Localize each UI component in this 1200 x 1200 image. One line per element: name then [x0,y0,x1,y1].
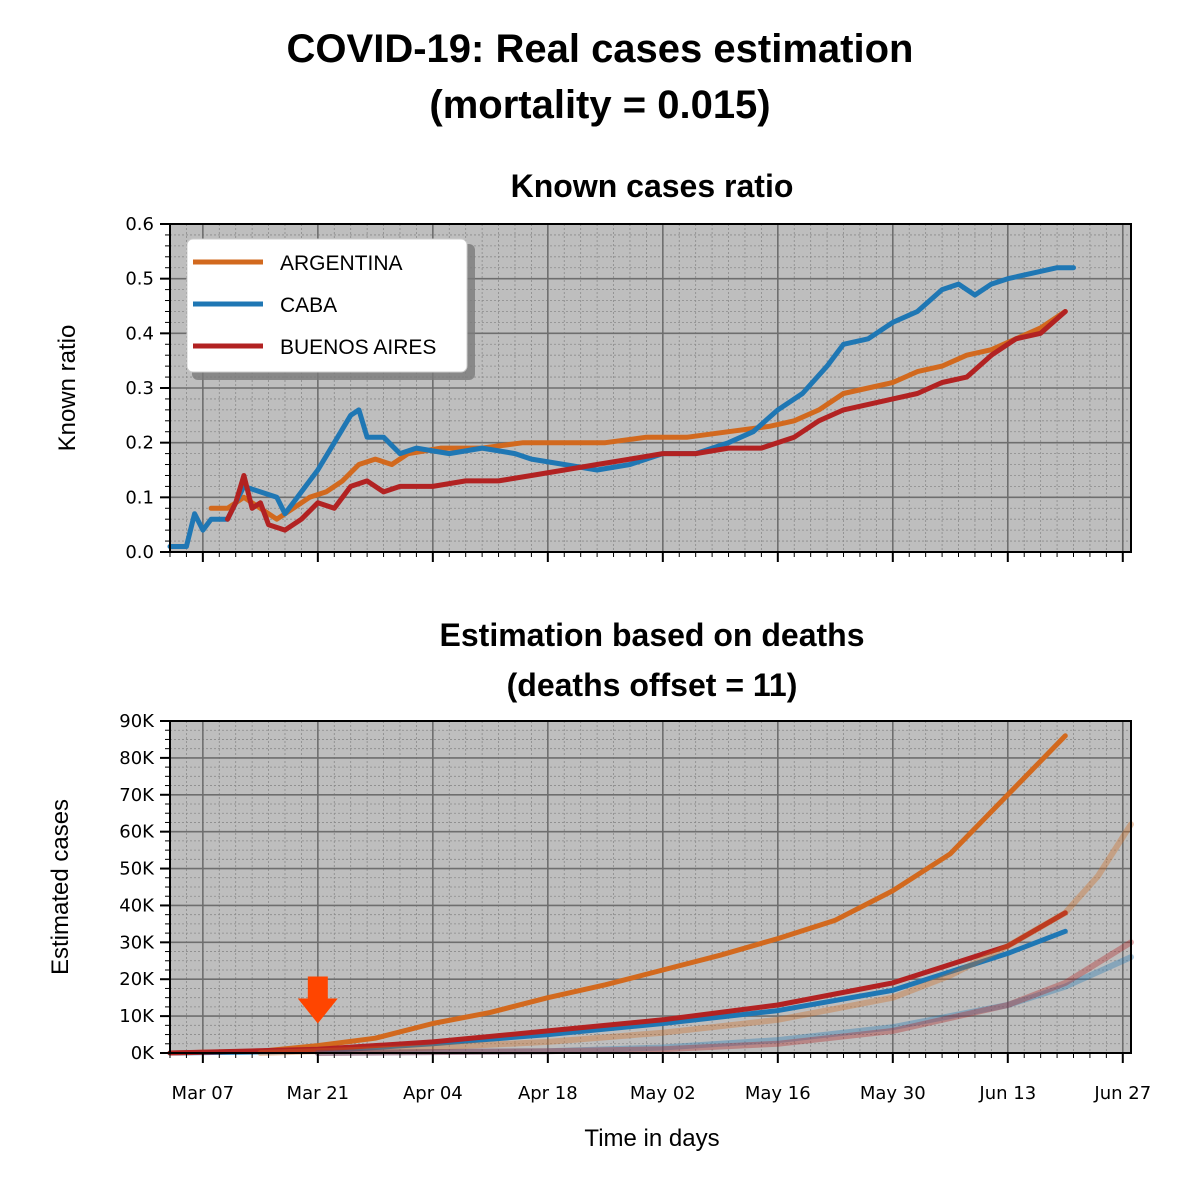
series-line-caba-faded [314,954,1134,1056]
x-tick-label: Apr 04 [403,1083,463,1104]
series-line-argentina-faded [257,821,1134,1056]
y-tick-label: 20K [119,969,155,990]
y-tick-label: 80K [119,748,155,769]
y-tick-label: 0.1 [125,487,154,508]
x-tick-label: May 02 [630,1083,696,1104]
bottom-grid [169,720,1131,1054]
series-line-buenos-aires [167,910,1068,1056]
y-tick-label: 0.4 [125,323,154,344]
y-tick-label: 60K [119,822,155,843]
figure-title-line1: COVID-19: Real cases estimation [287,27,914,71]
legend-box [186,238,468,373]
y-tick-label: 70K [119,785,155,806]
top-chart-title: Known cases ratio [511,168,794,204]
y-tick-label: 10K [119,1006,155,1027]
y-tick-label: 0.0 [125,542,154,563]
top-chart: Known cases ratio 0.00.10.20.30.40.50.6 … [54,168,1132,563]
figure-title-line2: (mortality = 0.015) [429,83,770,127]
x-tick-label: Apr 18 [518,1083,578,1104]
bottom-x-axis-label: Time in days [584,1125,719,1152]
y-tick-label: 40K [119,895,155,916]
series-line-caba [167,265,1076,549]
legend-label-buenos-aires: BUENOS AIRES [280,336,436,359]
x-tick-label: May 30 [860,1083,926,1104]
legend: ARGENTINA CABA BUENOS AIRES [186,238,475,380]
y-tick-label: 0.6 [125,214,154,235]
bottom-chart: Estimation based on deaths (deaths offse… [47,617,1151,1152]
x-tick-label: Jun 13 [978,1083,1036,1104]
series-line-buenos-aires [225,309,1068,533]
arrow-marker [297,976,338,1024]
x-tick-label: Mar 07 [172,1083,235,1104]
x-tick-label: May 16 [745,1083,811,1104]
series-line-argentina [167,733,1068,1056]
y-tick-label: 50K [119,859,155,880]
bottom-series [167,733,1134,1056]
y-tick-label: 90K [119,711,155,732]
y-tick-label: 0.3 [125,378,154,399]
bottom-axes: Mar 07 Mar 21 Apr 04 Apr 18 May 02 May 16 May … [119,711,1151,1104]
legend-label-argentina: ARGENTINA [280,252,403,275]
bottom-chart-title-line1: Estimation based on deaths [440,617,865,653]
y-tick-label: 0.5 [125,269,154,290]
x-tick-label: Mar 21 [287,1083,350,1104]
top-axes: 0.0 0.1 0.2 0.3 0.4 0.5 0.6 [125,214,1124,563]
top-y-axis-label: Known ratio [54,325,81,452]
series-line-buenos-aires-faded [314,939,1134,1056]
x-tick-label: Jun 27 [1093,1083,1151,1104]
y-tick-label: 30K [119,932,155,953]
bottom-chart-title-line2: (deaths offset = 11) [507,667,798,703]
top-series [167,265,1076,549]
bottom-y-axis-label: Estimated cases [47,799,74,975]
y-tick-label: 0.2 [125,433,154,454]
series-line-argentina [208,309,1068,522]
y-tick-label: 0K [131,1043,155,1064]
legend-label-caba: CABA [280,294,337,317]
